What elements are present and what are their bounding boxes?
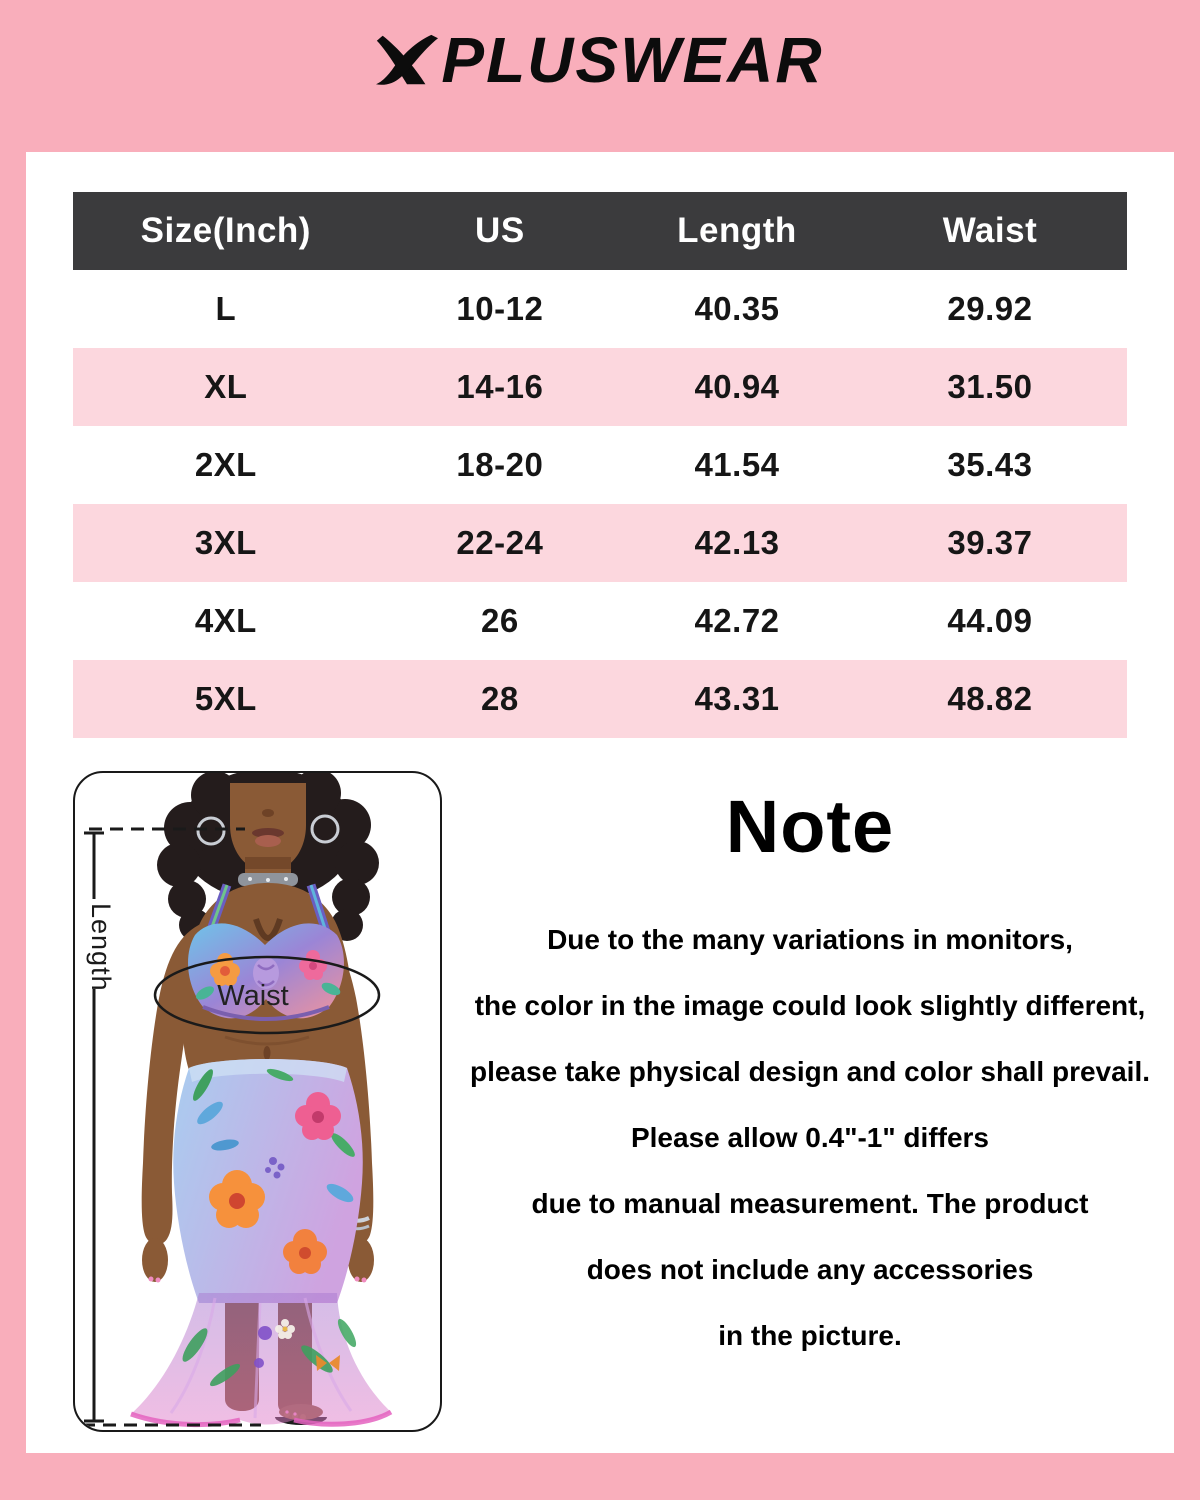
table-cell: 48.82: [852, 660, 1127, 738]
table-cell: 44.09: [852, 582, 1127, 660]
table-cell: 22-24: [378, 504, 622, 582]
earring-left: [196, 816, 226, 846]
belly-crease: [224, 1035, 310, 1046]
note-line: please take physical design and color sh…: [469, 1056, 1151, 1088]
table-cell: 31.50: [852, 348, 1127, 426]
size-table-header: Size(Inch) US Length Waist: [73, 192, 1127, 270]
content-card: Size(Inch) US Length Waist L 10-12 40.35 29…: [26, 152, 1174, 1453]
navel: [263, 1046, 271, 1060]
table-cell: 29.92: [852, 270, 1127, 348]
table-cell: L: [73, 270, 379, 348]
col-header-size: Size(Inch): [73, 192, 379, 270]
table-cell: 28: [378, 660, 622, 738]
note-lines: Due to the many variations in monitors, t…: [445, 907, 1175, 1369]
table-cell: 39.37: [852, 504, 1127, 582]
size-table: Size(Inch) US Length Waist L 10-12 40.35 29…: [73, 192, 1127, 738]
product-model-image: Length Waist: [82, 773, 393, 1428]
length-label: Length: [86, 903, 116, 992]
table-cell: 18-20: [378, 426, 622, 504]
table-cell: 41.54: [621, 426, 853, 504]
waist-ellipse: [153, 955, 381, 1035]
table-cell: 2XL: [73, 426, 379, 504]
note-line: Please allow 0.4"-1" differs: [630, 1122, 990, 1154]
table-cell: XL: [73, 348, 379, 426]
table-row: XL 14-16 40.94 31.50: [73, 348, 1127, 426]
table-cell: 40.94: [621, 348, 853, 426]
table-cell: 43.31: [621, 660, 853, 738]
bikini-top: [188, 883, 344, 1021]
waist-label: Waist: [217, 980, 288, 1012]
note-line: Due to the many variations in monitors,: [547, 924, 1073, 956]
brand-logo: PLUSWEAR: [0, 28, 1200, 92]
table-cell: 42.72: [621, 582, 853, 660]
table-header-row: Size(Inch) US Length Waist: [73, 192, 1127, 270]
note-line: does not include any accessories: [586, 1254, 1034, 1286]
col-header-us: US: [378, 192, 622, 270]
table-cell: 10-12: [378, 270, 622, 348]
note-line: due to manual measurement. The product: [531, 1188, 1089, 1220]
mesh-skirt: [130, 1293, 393, 1428]
table-cell: 35.43: [852, 426, 1127, 504]
measurement-lines: [82, 827, 381, 1427]
table-cell: 40.35: [621, 270, 853, 348]
product-photo-frame: Length Waist: [73, 771, 442, 1432]
table-row: L 10-12 40.35 29.92: [73, 270, 1127, 348]
table-row: 4XL 26 42.72 44.09: [73, 582, 1127, 660]
table-cell: 26: [378, 582, 622, 660]
table-row: 5XL 28 43.31 48.82: [73, 660, 1127, 738]
brand-x-icon: [376, 34, 439, 85]
table-row: 2XL 18-20 41.54 35.43: [73, 426, 1127, 504]
note-line: the color in the image could look slight…: [474, 990, 1146, 1022]
table-cell: 3XL: [73, 504, 379, 582]
table-row: 3XL 22-24 42.13 39.37: [73, 504, 1127, 582]
table-cell: 4XL: [73, 582, 379, 660]
table-cell: 42.13: [621, 504, 853, 582]
size-table-body: L 10-12 40.35 29.92 XL 14-16 40.94 31.50 2XL 18-2…: [73, 270, 1127, 738]
butterfly: [316, 1355, 340, 1371]
floral-skirt: [173, 1059, 363, 1303]
earring-right: [310, 814, 340, 844]
note-title: Note: [725, 785, 895, 868]
table-cell: 5XL: [73, 660, 379, 738]
note-line: in the picture.: [718, 1320, 902, 1352]
note-section: Note Due to the many variations in monit…: [445, 786, 1175, 1369]
brand-wordmark: PLUSWEAR: [441, 24, 824, 96]
col-header-waist: Waist: [852, 192, 1127, 270]
col-header-length: Length: [621, 192, 853, 270]
table-cell: 14-16: [378, 348, 622, 426]
